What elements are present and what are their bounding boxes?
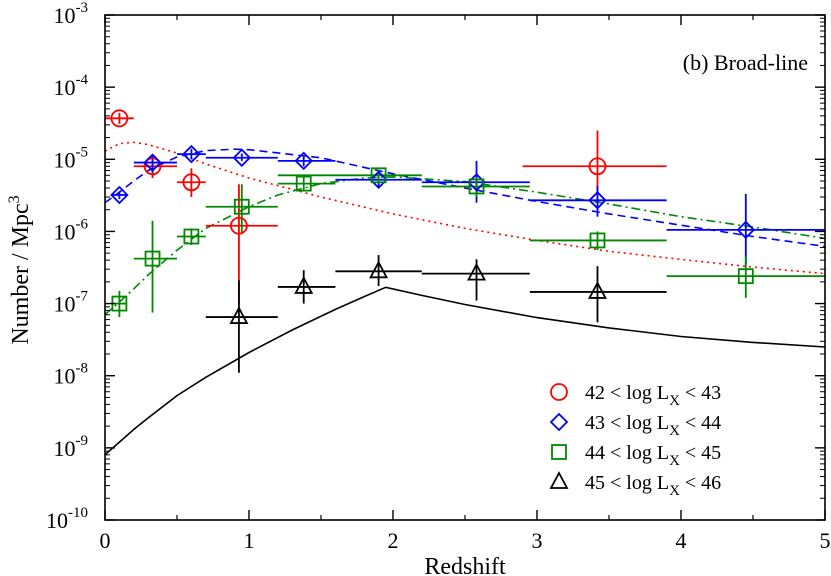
y-tick-base: 10	[54, 147, 76, 172]
triangle-data-point	[294, 276, 314, 294]
y-tick-label: 10-3	[54, 0, 89, 28]
y-tick-exponent: -5	[76, 144, 89, 160]
square-data-point	[144, 250, 161, 267]
y-tick-label: 10-9	[54, 433, 89, 461]
x-tick-label: 2	[388, 528, 399, 553]
y-tick-label: 10-6	[54, 216, 89, 244]
x-axis-title: Redshift	[424, 554, 506, 576]
data-markers	[110, 109, 756, 324]
x-tick-label: 4	[676, 528, 687, 553]
triangle-data-point	[467, 262, 487, 281]
y-axis-title-superscript: 3	[6, 195, 23, 203]
y-tick-exponent: -8	[76, 361, 89, 377]
legend-diamond-marker	[549, 412, 569, 432]
diamond-data-point	[294, 151, 313, 171]
legend-label-rest: < 44	[680, 412, 721, 434]
legend-label-main: 42 < log L	[585, 382, 669, 404]
y-tick-exponent: -4	[76, 72, 89, 88]
diamond-series-model-curve	[105, 148, 825, 248]
triangle-data-point	[369, 260, 389, 279]
x-tick-label: 5	[820, 528, 831, 553]
legend-label: 43 < log LX < 44	[585, 412, 721, 439]
y-axis-title-text: Number / Mpc	[8, 203, 34, 344]
legend-square-marker	[551, 444, 567, 460]
model-curves	[105, 141, 825, 456]
x-axis: 0 1 2 3 4 5	[100, 15, 831, 553]
diamond-data-point	[110, 185, 129, 205]
square-series-model-curve	[105, 176, 825, 316]
square-data-point	[233, 198, 250, 215]
legend-label-main: 45 < log L	[585, 472, 669, 494]
diamond-data-point	[182, 144, 201, 164]
x-tick-label: 1	[244, 528, 255, 553]
legend-label-subscript: X	[669, 483, 680, 499]
y-tick-label: 10-4	[54, 72, 89, 100]
triangle-data-point	[587, 281, 607, 299]
square-data-point	[183, 228, 200, 245]
circle-data-point	[182, 173, 201, 192]
diamond-data-point	[143, 153, 162, 172]
circle-data-point	[230, 216, 248, 235]
panel-annotation: (b) Broad-line	[683, 50, 808, 75]
y-tick-exponent: -10	[68, 505, 88, 521]
y-tick-base: 10	[54, 219, 76, 244]
square-data-point	[737, 268, 754, 285]
legend-label-main: 44 < log L	[585, 442, 669, 464]
x-tick-label: 3	[532, 528, 543, 553]
square-data-point	[589, 232, 606, 249]
y-tick-label: 10-7	[54, 289, 89, 317]
legend-label: 45 < log LX < 46	[585, 472, 721, 499]
y-tick-base: 10	[54, 436, 76, 461]
triangle-data-point	[229, 306, 249, 324]
y-tick-base: 10	[54, 364, 76, 389]
triangle-series-model-curve	[105, 286, 825, 456]
y-axis-title: Number / Mpc3	[6, 195, 34, 344]
legend-label-rest: < 45	[680, 442, 721, 464]
circle-data-point	[143, 157, 162, 176]
y-tick-exponent: -9	[76, 433, 89, 449]
legend-label-rest: < 43	[680, 382, 721, 404]
y-tick-base: 10	[46, 508, 68, 533]
y-tick-base: 10	[54, 3, 76, 28]
y-tick-label: 10-5	[54, 144, 89, 172]
square-data-point	[295, 175, 312, 192]
square-data-point	[370, 167, 387, 184]
diamond-data-point	[369, 170, 388, 190]
legend-label: 42 < log LX < 43	[585, 382, 721, 409]
y-tick-exponent: -3	[76, 0, 89, 16]
y-tick-label: 10-8	[54, 361, 89, 389]
legend-triangle-marker	[549, 471, 569, 489]
diamond-data-point	[588, 191, 607, 210]
circle-data-point	[110, 109, 129, 128]
y-tick-exponent: -6	[76, 216, 89, 232]
legend-label: 44 < log LX < 45	[585, 442, 721, 469]
legend-label-subscript: X	[669, 393, 680, 409]
diamond-data-point	[736, 220, 756, 240]
y-tick-base: 10	[54, 292, 76, 317]
legend-label-main: 43 < log L	[585, 412, 669, 434]
circle-data-point	[588, 157, 607, 176]
x-tick-label: 0	[100, 528, 111, 553]
error-bars	[105, 112, 825, 373]
legend-label-subscript: X	[669, 453, 680, 469]
y-tick-exponent: -7	[76, 289, 89, 305]
legend-label-rest: < 46	[680, 472, 721, 494]
legend-circle-marker	[550, 383, 568, 401]
square-data-point	[468, 178, 485, 195]
legend-label-subscript: X	[669, 423, 680, 439]
diamond-data-point	[232, 148, 252, 168]
y-tick-base: 10	[54, 75, 76, 100]
y-tick-label: 10-10	[46, 505, 88, 533]
